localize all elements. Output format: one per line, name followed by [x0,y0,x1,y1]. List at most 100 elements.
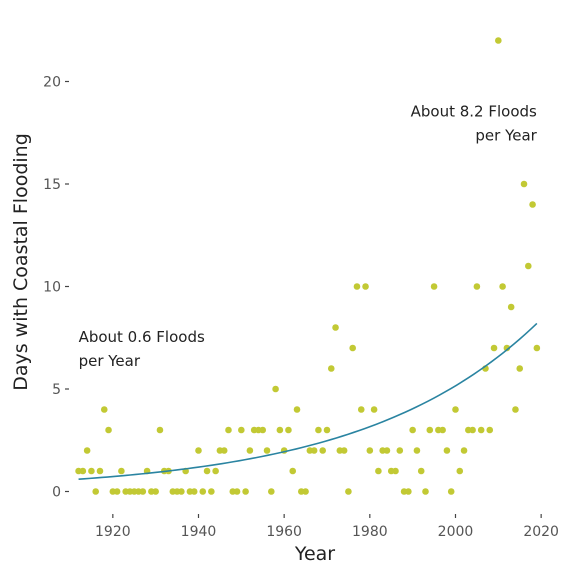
data-point [417,467,425,475]
data-point [203,467,211,475]
data-point [409,426,416,434]
data-point [392,467,399,475]
data-point [83,447,91,454]
data-point [96,467,104,475]
data-point [208,488,215,495]
data-point [447,488,455,495]
data-point [443,447,451,454]
data-point [430,283,438,290]
annotation-text: About 0.6 Floods per Year [79,328,205,370]
data-point [118,467,125,475]
data-point [310,447,318,454]
data-point [195,447,202,454]
data-point [88,467,95,475]
data-point [452,406,459,413]
data-point [426,426,434,434]
data-point [263,447,271,454]
data-point [345,488,352,495]
data-point [302,488,309,495]
data-point [293,406,301,413]
data-point [413,447,421,454]
data-point [477,426,485,434]
data-point [212,467,219,475]
data-point [199,488,207,495]
data-point [323,426,331,434]
data-point [178,488,185,495]
data-point [383,447,391,454]
x-axis-title: Year [294,543,335,565]
data-point [375,467,382,475]
data-point [285,426,292,434]
data-point [220,447,228,454]
data-point [370,406,378,413]
data-point [529,201,536,208]
annotation-text: About 8.2 Floods per Year [411,102,538,144]
data-point [233,488,241,495]
x-tick-label: 1920 [95,524,131,540]
x-tick-label: 1960 [266,524,302,540]
data-point [422,488,429,495]
data-point [439,426,446,434]
data-point [156,426,164,434]
data-point [405,488,412,495]
data-point [473,283,481,290]
annotation-line: About 0.6 Floods [79,328,205,346]
annotations: About 0.6 Floods per Year About 8.2 Floods… [79,102,538,370]
y-tick-label: 0 [52,485,61,501]
data-point [396,447,404,454]
x-tick-label: 2000 [438,524,474,540]
data-point [512,406,519,413]
data-point [190,488,198,495]
data-point [289,467,297,475]
annotation-line: per Year [79,352,141,370]
data-point [469,426,476,434]
data-point [340,447,348,454]
data-point [276,426,284,434]
y-axis-title: Days with Coastal Flooding [10,133,32,391]
data-point [357,406,365,413]
data-point [259,426,267,434]
data-point [152,488,159,495]
data-point [238,426,245,434]
data-point [272,385,279,393]
data-point [516,365,524,372]
data-point [100,406,108,413]
data-point [353,283,361,290]
x-axis: 1920 1940 1960 1980 2000 2020 [95,514,559,540]
y-tick-label: 5 [52,382,61,398]
data-point [533,344,541,352]
data-point [366,447,374,454]
x-tick-label: 1980 [352,524,388,540]
data-point [327,365,335,372]
data-point [105,426,112,434]
data-point [92,488,99,495]
x-tick-label: 2020 [523,524,559,540]
y-tick-label: 20 [43,75,61,91]
data-point [525,262,532,270]
data-point [246,447,254,454]
data-point [499,283,506,290]
data-points [75,37,541,495]
data-point [113,488,121,495]
data-point [349,344,356,352]
data-point [139,488,147,495]
y-tick-label: 15 [43,177,61,193]
data-point [520,180,528,188]
data-point [490,344,498,352]
data-point [495,37,502,44]
data-point [507,303,515,311]
data-point [456,467,464,475]
y-axis: 0 5 10 15 20 [43,75,69,501]
data-point [268,488,275,495]
data-point [242,488,249,495]
data-point [79,467,87,475]
trend-line [78,322,538,480]
data-point [460,447,468,454]
data-point [486,426,494,434]
y-tick-label: 10 [43,280,61,296]
data-point [503,344,511,352]
data-point [315,426,322,434]
x-tick-label: 1940 [181,524,217,540]
data-point [332,324,339,331]
